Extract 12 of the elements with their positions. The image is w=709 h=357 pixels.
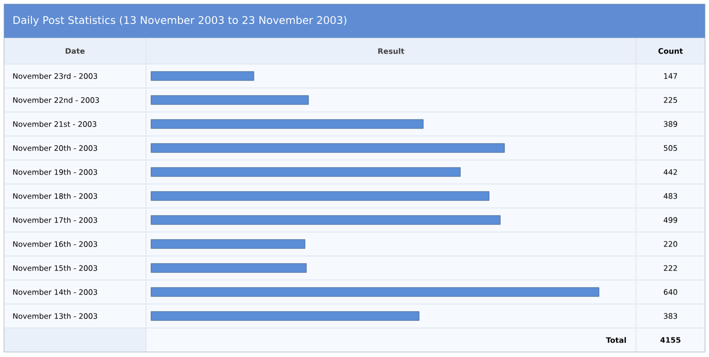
bar bbox=[150, 71, 254, 81]
bar bbox=[150, 95, 309, 105]
bar bbox=[150, 239, 306, 249]
bar bbox=[150, 191, 490, 201]
bar bbox=[150, 263, 307, 273]
chart-title: Daily Post Statistics (13 November 2003 to 23 November 2003) bbox=[14, 16, 346, 26]
bar bbox=[150, 215, 500, 225]
bar bbox=[150, 311, 420, 321]
bar bbox=[150, 143, 505, 153]
bar bbox=[150, 167, 461, 177]
bar bbox=[150, 287, 600, 297]
bar bbox=[150, 119, 424, 129]
